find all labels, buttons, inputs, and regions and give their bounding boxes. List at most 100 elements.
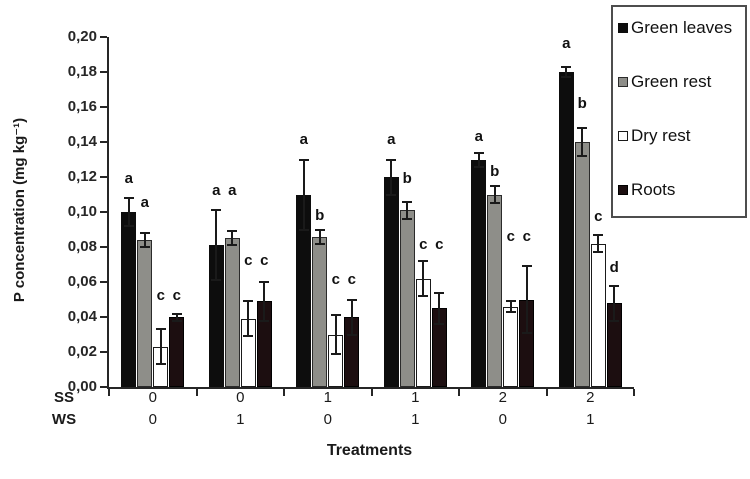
x-axis-title: Treatments [326, 442, 413, 459]
treatment-value: 1 [586, 411, 595, 428]
error-bar-cap [434, 291, 445, 294]
significance-letter: b [490, 162, 500, 180]
bar-green-rest [487, 194, 503, 387]
error-bar-cap [521, 265, 532, 268]
treatment-value: 0 [236, 389, 245, 406]
legend-item-label: Green rest [631, 72, 712, 91]
error-bar-cap [155, 328, 166, 331]
treatment-value: 1 [323, 389, 332, 406]
error-bar [565, 66, 568, 78]
error-bar-cap [259, 281, 270, 283]
legend-swatch-icon [618, 131, 628, 141]
bar-green-leaves [471, 159, 487, 387]
bar-dry-rest [503, 306, 519, 387]
significance-letter: c [260, 252, 269, 269]
significance-letter: a [299, 131, 308, 149]
error-bar [422, 261, 425, 296]
treatment-value: 0 [148, 389, 157, 406]
error-bar [477, 152, 480, 167]
error-bar-cap [561, 76, 572, 79]
significance-letter: c [347, 271, 356, 289]
error-bar [215, 210, 218, 281]
y-tick-label: 0,20 [67, 28, 97, 45]
treatment-value: 0 [323, 411, 332, 428]
significance-letter: a [124, 169, 133, 187]
error-bar-cap [505, 300, 516, 303]
axis-row-label-ss: SS [53, 389, 74, 406]
axis-row-label-ws: WS [51, 411, 77, 428]
y-tick [100, 316, 107, 318]
significance-letter: c [244, 252, 253, 269]
bar-green-rest [224, 238, 240, 387]
error-bar-cap [259, 319, 270, 322]
error-bar [438, 292, 441, 324]
y-tick [100, 386, 107, 388]
significance-letter: a [140, 194, 149, 212]
error-bar-cap [298, 228, 309, 231]
error-bar [231, 231, 234, 246]
error-bar-cap [171, 312, 182, 315]
error-bar-cap [489, 202, 500, 205]
x-tick [195, 389, 198, 396]
legend-swatch-icon [618, 185, 628, 195]
significance-letter: c [419, 236, 428, 254]
error-bar [509, 301, 512, 312]
x-tick [458, 389, 460, 396]
legend-item: Green leaves [618, 18, 732, 38]
y-tick-label: 0,12 [67, 168, 97, 185]
error-bar [318, 229, 321, 244]
significance-letter: b [577, 94, 587, 112]
error-bar [334, 315, 337, 354]
treatment-value: 0 [148, 411, 157, 428]
bar-green-leaves [121, 212, 137, 387]
x-tick [108, 389, 110, 396]
error-bar-cap [243, 335, 254, 338]
error-bar-cap [330, 314, 341, 317]
error-bar-cap [489, 184, 500, 187]
error-bar [613, 285, 616, 321]
legend-item-label: Green leaves [631, 18, 733, 37]
error-bar-cap [346, 333, 357, 336]
error-bar-cap [593, 251, 604, 254]
error-bar-cap [211, 209, 222, 212]
y-tick [100, 141, 107, 143]
error-bar-cap [561, 65, 572, 68]
error-bar-cap [139, 232, 150, 234]
significance-letter: a [387, 131, 396, 149]
error-bar-cap [386, 193, 397, 196]
y-tick [100, 71, 107, 73]
y-tick-label: 0,04 [67, 308, 97, 325]
x-tick [633, 389, 635, 396]
error-bar [143, 233, 146, 247]
error-bar [493, 185, 496, 204]
error-bar-cap [227, 244, 238, 247]
bar-green-leaves [383, 177, 399, 387]
bar-green-rest [399, 210, 415, 387]
significance-letter: a [562, 35, 571, 52]
error-bar [525, 266, 528, 333]
y-tick-label: 0,02 [67, 343, 97, 360]
y-tick [100, 281, 107, 283]
error-bar-cap [123, 197, 134, 199]
error-bar [159, 329, 162, 365]
error-bar-cap [314, 242, 325, 245]
legend-item: Green rest [618, 72, 711, 92]
significance-letter: b [402, 169, 412, 187]
bar-green-rest [312, 236, 328, 387]
y-tick-label: 0,08 [67, 238, 97, 255]
treatment-value: 0 [498, 411, 507, 428]
error-bar-cap [298, 158, 309, 161]
significance-letter: a [228, 182, 237, 199]
significance-letter: c [156, 287, 165, 304]
y-tick [100, 246, 107, 248]
error-bar-cap [386, 158, 397, 161]
error-bar-cap [155, 363, 166, 366]
legend-item-label: Dry rest [631, 126, 691, 145]
significance-letter: b [315, 206, 325, 224]
treatment-value: 1 [411, 389, 420, 406]
significance-letter: d [609, 259, 619, 276]
error-bar-cap [577, 155, 588, 157]
y-tick-label: 0,10 [67, 203, 97, 220]
error-bar [175, 313, 178, 321]
error-bar [302, 159, 305, 230]
